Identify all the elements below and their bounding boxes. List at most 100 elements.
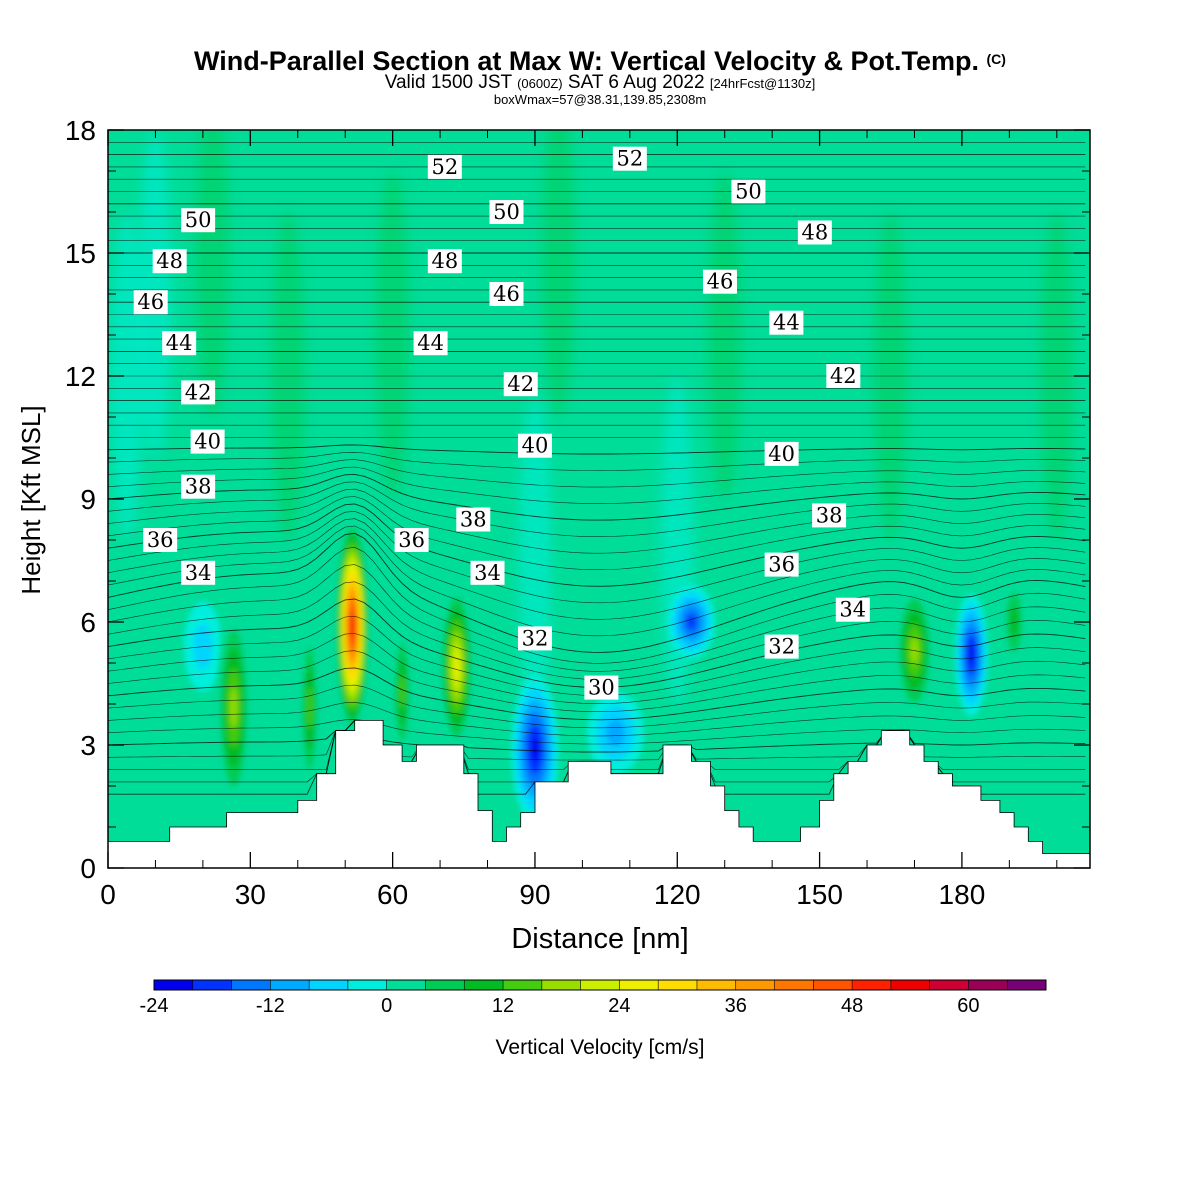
- colorbar-segment: [347, 980, 387, 990]
- theta-contour-line: [108, 510, 1086, 604]
- theta-contour-line: [108, 702, 1086, 737]
- theta-label-text: 48: [431, 249, 458, 273]
- theta-label-text: 38: [460, 508, 487, 532]
- colorbar-segment: [968, 980, 1008, 990]
- theta-label-box: [489, 282, 524, 306]
- colorbar-frame: [153, 979, 1047, 991]
- theta-contour-label: 52: [427, 154, 462, 179]
- colorbar-tick-label: 36: [725, 995, 747, 1017]
- theta-label-box: [797, 220, 832, 245]
- updraft-cell-contour: [350, 618, 355, 634]
- x-tick-label: 180: [939, 879, 986, 910]
- colorbar-segment: [541, 980, 581, 990]
- y-tick-label: 0: [80, 853, 96, 884]
- colorbar-tick-label: 0: [381, 995, 392, 1017]
- theta-label-text: 52: [431, 155, 458, 179]
- updraft-cell-contour: [399, 675, 405, 709]
- updraft-cell-contour: [307, 687, 312, 729]
- theta-label-box: [731, 179, 766, 204]
- colorbar-segment: [154, 980, 194, 990]
- theta-contour-label: 32: [764, 634, 799, 659]
- theta-contour-label: 42: [503, 372, 538, 397]
- theta-contour-label: 40: [764, 441, 799, 466]
- theta-label-text: 40: [194, 430, 221, 454]
- theta-label-box: [764, 441, 799, 466]
- theta-label-box: [143, 528, 178, 552]
- theta-label-box: [584, 675, 619, 700]
- theta-label-box: [190, 429, 225, 454]
- colorbar-segment: [852, 980, 892, 990]
- theta-contour-line: [108, 719, 1086, 753]
- colorbar-tick-label: -12: [256, 995, 285, 1017]
- x-axis-label: Distance [nm]: [511, 923, 688, 955]
- colorbar-segment: [696, 980, 737, 990]
- theta-label-text: 38: [816, 503, 843, 527]
- theta-contour-label: 52: [612, 146, 647, 171]
- theta-label-box: [181, 380, 216, 405]
- x-tick-label: 150: [796, 879, 843, 910]
- theta-contour-label: 44: [162, 331, 197, 356]
- theta-label-text: 46: [707, 270, 734, 294]
- colorbar-tick-label: 60: [957, 995, 979, 1017]
- theta-contour-line: [108, 473, 1086, 521]
- theta-contour-label: 50: [489, 200, 524, 224]
- x-tick-label: 0: [100, 879, 116, 910]
- theta-contour-label: 34: [835, 597, 870, 622]
- updraft-cell-contour: [230, 688, 238, 728]
- updraft-cell-contour: [1010, 606, 1019, 638]
- colorbar-segment: [774, 980, 814, 990]
- downdraft-cell-contour: [968, 644, 975, 666]
- colorbar: -24 -12 0 12 24 36 48 60: [140, 979, 1047, 1017]
- theta-contour-label: 46: [702, 269, 737, 294]
- theta-contour-line: [108, 564, 1086, 672]
- updraft-cell-contour: [454, 655, 460, 679]
- theta-contour-label: 40: [190, 429, 225, 454]
- downdraft-cell: [511, 675, 559, 823]
- theta-label-text: 46: [493, 282, 520, 306]
- theta-label-text: 50: [493, 200, 520, 224]
- theta-label-box: [489, 200, 524, 224]
- theta-label-text: 44: [417, 331, 444, 355]
- y-tick-label: 3: [80, 730, 96, 761]
- updraft-cell: [217, 609, 251, 807]
- colorbar-tick-label: -24: [140, 995, 169, 1017]
- colorbar-segment: [270, 980, 310, 990]
- downdraft-cell-contour: [686, 614, 697, 630]
- colorbar-segment: [192, 980, 232, 990]
- theta-label-text: 34: [474, 561, 501, 585]
- theta-contour-label: 42: [826, 364, 861, 388]
- field-streak: [376, 171, 410, 499]
- theta-contour-line: [108, 451, 1086, 471]
- theta-contour-label: 50: [731, 179, 766, 204]
- theta-label-text: 50: [735, 180, 762, 204]
- theta-contour-label: 44: [769, 310, 804, 335]
- colorbar-label: Vertical Velocity [cm/s]: [495, 1036, 705, 1059]
- colorbar-segment: [503, 980, 543, 990]
- y-tick-label: 15: [65, 238, 96, 269]
- theta-label-box: [413, 331, 448, 356]
- theta-label-text: 42: [830, 364, 857, 388]
- plot-area: 30 32 32 34 34 34 36 36 36 38 38 38 40 40 40 42 42 42 44 44…: [108, 130, 1090, 868]
- colorbar-segment: [735, 980, 775, 990]
- colorbar-segment: [464, 980, 504, 990]
- colorbar-segment: [890, 980, 930, 990]
- downdraft-cell: [667, 585, 716, 659]
- theta-contour-line: [108, 525, 1086, 637]
- theta-label-text: 42: [185, 380, 212, 404]
- theta-label-box: [181, 560, 216, 585]
- theta-contour-label: 36: [394, 528, 429, 552]
- theta-label-box: [181, 208, 216, 233]
- colorbar-segment: [425, 980, 465, 990]
- theta-contour-line: [108, 459, 1086, 488]
- theta-label-box: [764, 634, 799, 659]
- colorbar-segment: [386, 980, 426, 990]
- x-tick-label: 60: [377, 879, 408, 910]
- x-tick-label: 30: [235, 879, 266, 910]
- theta-label-box: [152, 249, 187, 274]
- theta-contour-line: [108, 684, 1086, 729]
- theta-label-text: 40: [522, 434, 549, 458]
- theta-label-text: 30: [588, 676, 615, 700]
- theta-contour-label: 34: [470, 560, 505, 585]
- field-streak: [708, 171, 742, 499]
